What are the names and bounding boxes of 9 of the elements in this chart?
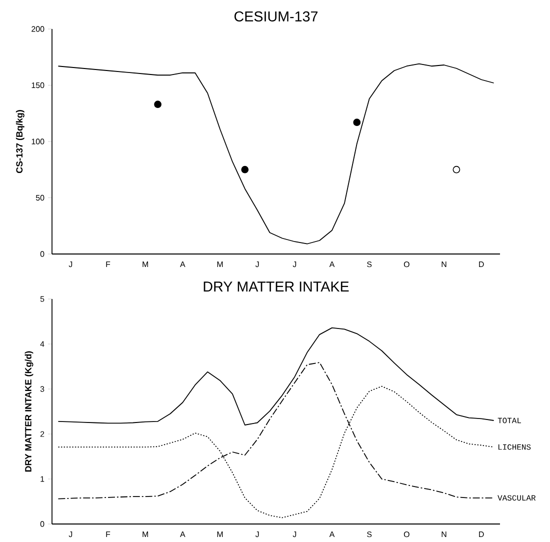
point — [154, 100, 162, 108]
line-series — [58, 327, 494, 426]
chart-title: DRY MATTER INTAKE — [204, 282, 349, 292]
y-axis-title: DRY MATTER INTAKE (Kg/d) — [24, 351, 34, 472]
point — [241, 166, 249, 174]
chart-title: CESIUM-137 — [234, 11, 318, 22]
point — [353, 118, 361, 126]
y-axis-title: CS-137 (Bq/kg) — [16, 110, 24, 174]
point — [452, 166, 460, 174]
